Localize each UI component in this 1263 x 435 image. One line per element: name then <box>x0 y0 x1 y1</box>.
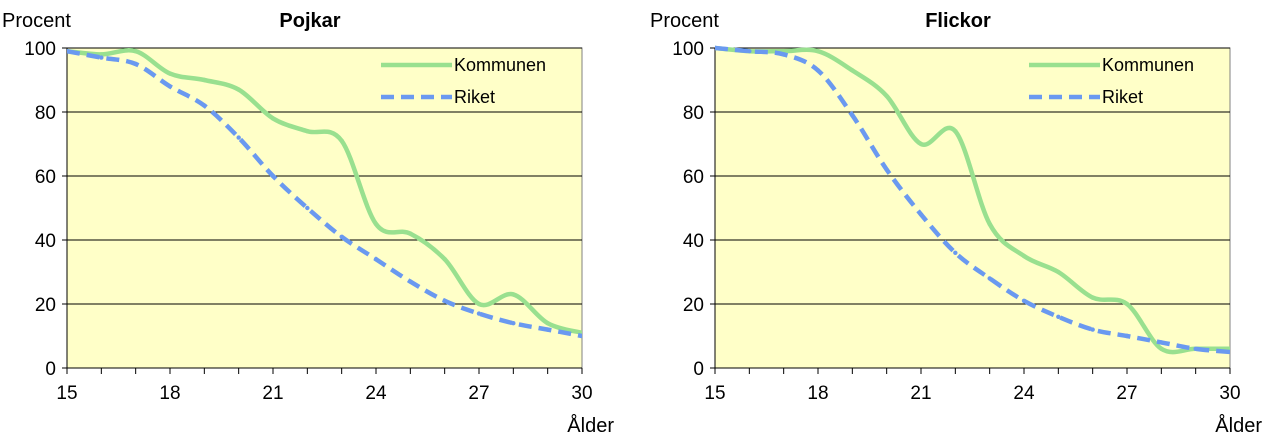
data-point-kommunen <box>236 87 241 92</box>
data-point-riket <box>1193 346 1198 351</box>
x-tick-label: 30 <box>1219 383 1240 404</box>
data-point-riket <box>953 250 958 255</box>
data-point-riket <box>715 45 718 51</box>
data-point-kommunen <box>1124 301 1130 307</box>
x-tick-label: 24 <box>1013 383 1035 404</box>
data-point-kommunen <box>442 257 447 262</box>
chart-pojkar: 0 20 40 60 80 100 15 18 21 24 27 30 Procent Pojkar Åld… <box>2 10 614 435</box>
x-tick-label: 27 <box>1116 383 1137 404</box>
data-point-kommunen <box>133 49 138 54</box>
x-axis-label: Ålder <box>567 414 614 435</box>
x-tick-label: 18 <box>807 383 828 404</box>
data-point-riket <box>305 205 310 211</box>
series-line-kommunen <box>715 45 1230 355</box>
data-point-kommunen <box>511 292 516 297</box>
data-point-riket <box>202 103 207 108</box>
x-tick-label: 27 <box>468 383 489 404</box>
data-point-riket <box>167 84 173 89</box>
y-tick-label: 100 <box>672 39 704 60</box>
data-point-kommunen <box>305 129 310 134</box>
series-line-riket <box>67 48 582 339</box>
legend-label-kommunen: Kommunen <box>1102 55 1194 75</box>
chart-flickor: 0 20 40 60 80 100 15 18 21 24 27 30 Procent Flickor Ål… <box>650 10 1262 435</box>
data-point-kommunen <box>953 129 958 134</box>
data-point-kommunen <box>339 138 344 143</box>
y-tick-label: 20 <box>35 295 56 316</box>
data-point-riket <box>987 276 992 281</box>
data-point-riket <box>1056 314 1061 319</box>
x-tick-label: 21 <box>262 383 283 404</box>
series-line-kommunen <box>67 48 582 335</box>
data-point-kommunen <box>408 231 413 236</box>
y-tick-label: 40 <box>683 231 704 252</box>
data-point-kommunen <box>373 221 379 227</box>
data-point-kommunen <box>202 77 207 83</box>
y-tick-label: 80 <box>683 103 704 124</box>
data-point-riket <box>373 257 379 262</box>
x-tick-label: 24 <box>365 383 387 404</box>
x-tick-label: 30 <box>571 383 592 404</box>
data-point-riket <box>270 173 276 179</box>
chart-title: Pojkar <box>279 10 340 32</box>
legend-label-riket: Riket <box>1102 87 1143 107</box>
y-tick-label: 20 <box>683 295 704 316</box>
legend-label-kommunen: Kommunen <box>454 55 546 75</box>
data-point-riket <box>133 61 138 67</box>
plot-area <box>714 47 1231 369</box>
data-point-riket <box>1227 349 1230 355</box>
data-point-kommunen <box>545 321 550 326</box>
data-point-kommunen <box>884 93 889 99</box>
chart-title: Flickor <box>925 10 991 32</box>
data-point-riket <box>67 49 70 54</box>
data-point-riket <box>781 52 786 57</box>
data-point-kommunen <box>1159 346 1164 351</box>
x-tick-label: 15 <box>704 383 725 404</box>
y-tick-label: 60 <box>683 167 704 188</box>
data-point-riket <box>545 327 550 332</box>
data-point-riket <box>236 135 241 140</box>
data-point-kommunen <box>1090 295 1095 300</box>
data-point-riket <box>884 167 889 172</box>
y-axis-label: Procent <box>2 10 71 32</box>
data-point-kommunen <box>1056 269 1061 275</box>
data-point-riket <box>747 49 752 54</box>
data-point-riket <box>1159 340 1164 345</box>
y-tick-label: 40 <box>35 231 56 252</box>
data-point-riket <box>850 113 855 118</box>
plot-area <box>66 47 583 369</box>
y-tick-label: 60 <box>35 167 56 188</box>
data-point-kommunen <box>815 49 821 54</box>
data-point-kommunen <box>99 52 104 57</box>
legend-label-riket: Riket <box>454 87 495 107</box>
data-point-kommunen <box>850 68 855 73</box>
data-point-riket <box>918 212 924 217</box>
data-point-kommunen <box>167 71 173 76</box>
y-tick-label: 100 <box>24 39 56 60</box>
series-line-riket <box>715 45 1230 355</box>
data-point-riket <box>442 298 447 303</box>
y-tick-label: 0 <box>693 359 704 380</box>
data-point-kommunen <box>918 141 924 147</box>
data-point-kommunen <box>1021 253 1027 259</box>
data-point-riket <box>339 234 344 239</box>
x-axis-label: Ålder <box>1215 414 1262 435</box>
y-tick-label: 80 <box>35 103 56 124</box>
data-point-riket <box>511 321 516 326</box>
y-axis-label: Procent <box>650 10 719 32</box>
y-tick-label: 0 <box>45 359 56 380</box>
data-point-kommunen <box>987 221 992 227</box>
data-point-kommunen <box>270 116 276 121</box>
data-point-kommunen <box>476 301 482 307</box>
x-tick-label: 15 <box>56 383 77 404</box>
data-point-riket <box>476 311 482 316</box>
data-point-riket <box>1090 327 1095 332</box>
x-tick-label: 18 <box>159 383 180 404</box>
data-point-riket <box>408 279 413 284</box>
x-tick-label: 21 <box>910 383 931 404</box>
data-point-riket <box>1021 298 1027 303</box>
data-point-riket <box>1124 333 1130 339</box>
data-point-riket <box>99 55 104 60</box>
data-point-riket <box>815 68 821 73</box>
data-point-riket <box>579 333 582 339</box>
